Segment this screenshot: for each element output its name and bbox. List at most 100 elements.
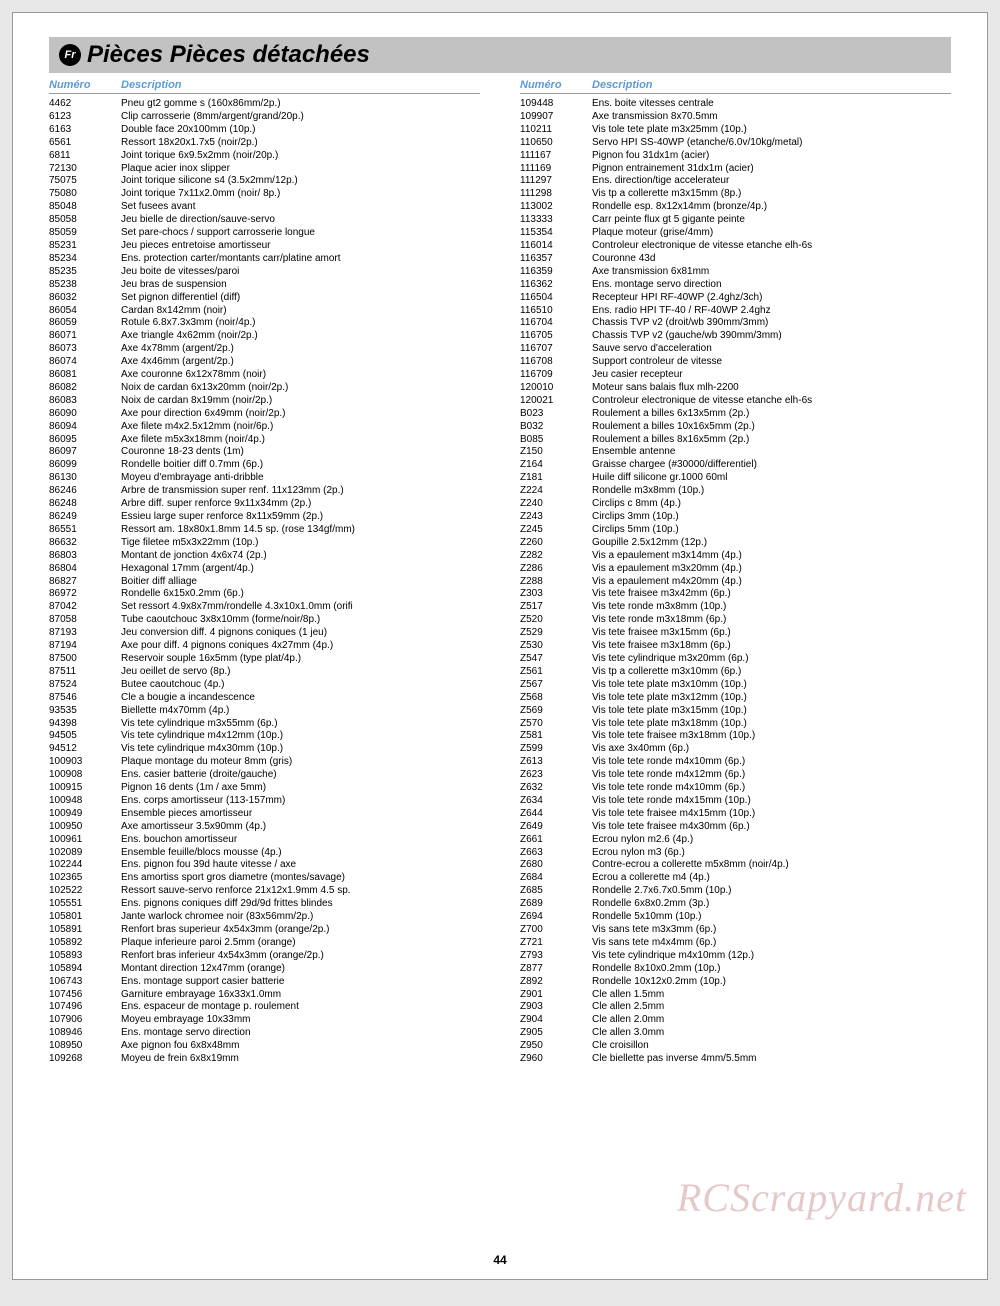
table-row: 85048Set fusees avant [49, 201, 480, 214]
part-description: Arbre diff. super renforce 9x11x34mm (2p… [121, 498, 480, 511]
part-description: Cle a bougie a incandescence [121, 692, 480, 705]
table-row: 6123Clip carrosserie (8mm/argent/grand/2… [49, 111, 480, 124]
part-description: Recepteur HPI RF-40WP (2.4ghz/3ch) [592, 292, 951, 305]
table-row: Z517Vis tete ronde m3x8mm (10p.) [520, 601, 951, 614]
watermark: RCScrapyard.net [677, 1174, 967, 1221]
document-page: Fr Pièces Pièces détachées Numéro Descri… [12, 12, 988, 1280]
part-description: Axe filete m4x2.5x12mm (noir/6p.) [121, 421, 480, 434]
part-number: 75075 [49, 175, 121, 188]
part-number: 85234 [49, 253, 121, 266]
table-row: Z570Vis tole tete plate m3x18mm (10p.) [520, 718, 951, 731]
table-row: B023Roulement a billes 6x13x5mm (2p.) [520, 408, 951, 421]
part-description: Jeu bras de suspension [121, 279, 480, 292]
table-row: Z623Vis tole tete ronde m4x12mm (6p.) [520, 769, 951, 782]
part-description: Rondelle m3x8mm (10p.) [592, 485, 951, 498]
part-number: Z530 [520, 640, 592, 653]
part-description: Arbre de transmission super renf. 11x123… [121, 485, 480, 498]
part-number: 86130 [49, 472, 121, 485]
part-description: Axe pignon fou 6x8x48mm [121, 1040, 480, 1053]
part-description: Ens. protection carter/montants carr/pla… [121, 253, 480, 266]
part-number: 107496 [49, 1001, 121, 1014]
part-description: Moyeu embrayage 10x33mm [121, 1014, 480, 1027]
table-row: 102522Ressort sauve-servo renforce 21x12… [49, 885, 480, 898]
part-description: Jeu oeillet de servo (8p.) [121, 666, 480, 679]
part-description: Ensemble feuille/blocs mousse (4p.) [121, 847, 480, 860]
part-description: Circlips 5mm (10p.) [592, 524, 951, 537]
table-row: Z303Vis tete fraisee m3x42mm (6p.) [520, 588, 951, 601]
table-row: Z684Ecrou a collerette m4 (4p.) [520, 872, 951, 885]
section-header: Fr Pièces Pièces détachées [49, 37, 951, 73]
part-description: Controleur electronique de vitesse etanc… [592, 395, 951, 408]
table-row: 94398Vis tete cylindrique m3x55mm (6p.) [49, 718, 480, 731]
part-description: Set pare-chocs / support carrosserie lon… [121, 227, 480, 240]
table-row: Z689Rondelle 6x8x0.2mm (3p.) [520, 898, 951, 911]
part-number: 102244 [49, 859, 121, 872]
table-row: 116510Ens. radio HPI TF-40 / RF-40WP 2.4… [520, 305, 951, 318]
table-row: 116709Jeu casier recepteur [520, 369, 951, 382]
part-description: Plaque acier inox slipper [121, 163, 480, 176]
part-description: Ens. radio HPI TF-40 / RF-40WP 2.4ghz [592, 305, 951, 318]
part-description: Cle allen 3.0mm [592, 1027, 951, 1040]
part-number: 94505 [49, 730, 121, 743]
table-row: Z567Vis tole tete plate m3x10mm (10p.) [520, 679, 951, 692]
part-number: 111297 [520, 175, 592, 188]
table-row: Z694Rondelle 5x10mm (10p.) [520, 911, 951, 924]
part-number: 113333 [520, 214, 592, 227]
part-description: Set ressort 4.9x8x7mm/rondelle 4.3x10x1.… [121, 601, 480, 614]
part-description: Plaque moteur (grise/4mm) [592, 227, 951, 240]
table-row: Z950Cle croisillon [520, 1040, 951, 1053]
table-row: 106743Ens. montage support casier batter… [49, 976, 480, 989]
part-number: 86059 [49, 317, 121, 330]
part-number: Z286 [520, 563, 592, 576]
part-number: 108950 [49, 1040, 121, 1053]
table-row: Z286Vis a epaulement m3x20mm (4p.) [520, 563, 951, 576]
table-row: 86059Rotule 6.8x7.3x3mm (noir/4p.) [49, 317, 480, 330]
table-row: 86071Axe triangle 4x62mm (noir/2p.) [49, 330, 480, 343]
part-number: 102365 [49, 872, 121, 885]
part-number: Z520 [520, 614, 592, 627]
table-row: 86632Tige filetee m5x3x22mm (10p.) [49, 537, 480, 550]
header-description: Description [592, 79, 653, 91]
part-number: 93535 [49, 705, 121, 718]
part-description: Rondelle esp. 8x12x14mm (bronze/4p.) [592, 201, 951, 214]
table-row: 86972Rondelle 6x15x0.2mm (6p.) [49, 588, 480, 601]
table-row: 111167Pignon fou 31dx1m (acier) [520, 150, 951, 163]
part-description: Couronne 43d [592, 253, 951, 266]
table-row: 86249Essieu large super renforce 8x11x59… [49, 511, 480, 524]
part-number: B085 [520, 434, 592, 447]
table-row: 86095Axe filete m5x3x18mm (noir/4p.) [49, 434, 480, 447]
part-number: 105891 [49, 924, 121, 937]
part-description: Vis tete ronde m3x18mm (6p.) [592, 614, 951, 627]
table-row: 86081Axe couronne 6x12x78mm (noir) [49, 369, 480, 382]
part-description: Rondelle 6x15x0.2mm (6p.) [121, 588, 480, 601]
part-description: Axe pour direction 6x49mm (noir/2p.) [121, 408, 480, 421]
part-number: 120021 [520, 395, 592, 408]
part-number: Z960 [520, 1053, 592, 1066]
part-description: Plaque montage du moteur 8mm (gris) [121, 756, 480, 769]
table-row: Z632Vis tole tete ronde m4x10mm (6p.) [520, 782, 951, 795]
part-number: Z685 [520, 885, 592, 898]
part-number: 107456 [49, 989, 121, 1002]
part-number: Z663 [520, 847, 592, 860]
header-numero: Numéro [49, 79, 121, 91]
part-number: Z240 [520, 498, 592, 511]
part-description: Plaque inferieure paroi 2.5mm (orange) [121, 937, 480, 950]
part-description: Ens. boite vitesses centrale [592, 98, 951, 111]
table-row: 111169Pignon entrainement 31dx1m (acier) [520, 163, 951, 176]
part-number: Z243 [520, 511, 592, 524]
table-row: 113333Carr peinte flux gt 5 gigante pein… [520, 214, 951, 227]
table-row: 108950Axe pignon fou 6x8x48mm [49, 1040, 480, 1053]
part-description: Pignon fou 31dx1m (acier) [592, 150, 951, 163]
part-description: Ressort am. 18x80x1.8mm 14.5 sp. (rose 1… [121, 524, 480, 537]
table-row: Z960Cle biellette pas inverse 4mm/5.5mm [520, 1053, 951, 1066]
part-number: 113002 [520, 201, 592, 214]
part-description: Ens. pignon fou 39d haute vitesse / axe [121, 859, 480, 872]
table-row: Z547Vis tete cylindrique m3x20mm (6p.) [520, 653, 951, 666]
part-number: 75080 [49, 188, 121, 201]
part-number: Z634 [520, 795, 592, 808]
part-description: Roulement a billes 8x16x5mm (2p.) [592, 434, 951, 447]
part-number: Z721 [520, 937, 592, 950]
part-number: 116707 [520, 343, 592, 356]
section-title: Fr Pièces Pièces détachées [59, 41, 941, 69]
part-number: 86248 [49, 498, 121, 511]
